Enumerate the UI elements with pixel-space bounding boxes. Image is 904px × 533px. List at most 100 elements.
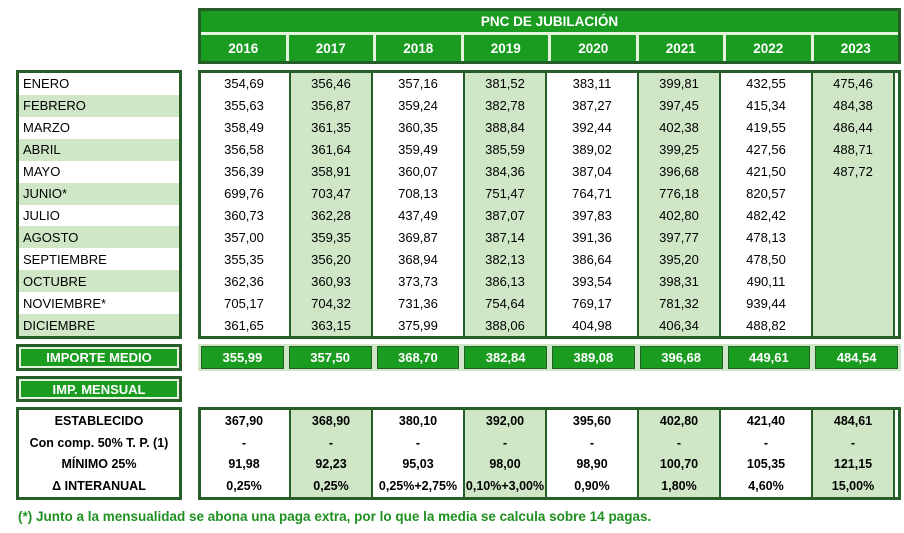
year-header-2021: 2021 — [635, 35, 724, 61]
value-cell: 385,59 — [485, 142, 525, 158]
value-cell: - — [241, 435, 247, 450]
importe-medio-value: 355,99 — [201, 346, 284, 369]
imp-mensual-labels-block: ESTABLECIDO Con comp. 50% T. P. (1) MÍNIMO… — [16, 407, 182, 500]
value-cell: - — [850, 435, 856, 450]
value-cell: 399,81 — [659, 76, 699, 92]
value-cell: 392,44 — [572, 120, 612, 136]
value-cell: 387,27 — [572, 98, 612, 114]
year-column-2019: 392,00 - 98,00 0,10%+3,00% — [463, 410, 547, 497]
value-cell: - — [502, 435, 508, 450]
value-cell: 369,87 — [398, 229, 438, 245]
year-column-2022: 432,55 415,34 419,55 427,56 421,50 820,57 482,… — [726, 73, 806, 336]
year-header-2020: 2020 — [548, 35, 636, 61]
value-cell: 415,34 — [746, 98, 786, 114]
year-header-2018: 2018 — [373, 35, 461, 61]
table-header: PNC DE JUBILACIÓN 2016 2017 2018 2019 2020 20… — [198, 8, 901, 64]
value-cell: 1,80% — [661, 479, 697, 494]
importe-medio-value: 484,54 — [815, 346, 898, 369]
value-cell: 399,25 — [659, 142, 699, 158]
value-cell — [813, 226, 893, 248]
month-label: JULIO — [19, 204, 179, 227]
value-cell: 91,98 — [228, 457, 260, 472]
value-cell: - — [589, 435, 595, 450]
value-cell: 356,58 — [224, 142, 264, 158]
value-cell: 362,36 — [224, 273, 264, 289]
month-label: FEBRERO — [19, 94, 179, 117]
value-cell: 388,06 — [485, 317, 525, 333]
value-cell: 392,00 — [485, 413, 525, 428]
value-cell: 105,35 — [746, 457, 786, 472]
value-cell: 95,03 — [402, 457, 434, 472]
year-column-2023: 475,46 484,38 486,44 488,71 487,72 — [811, 73, 895, 336]
value-cell: 368,94 — [398, 251, 438, 267]
value-cell: 432,55 — [746, 76, 786, 92]
month-label: MAYO — [19, 160, 179, 183]
value-cell: 363,15 — [311, 317, 351, 333]
value-cell: 357,00 — [224, 229, 264, 245]
value-cell: 939,44 — [746, 295, 786, 311]
value-cell: 478,13 — [746, 229, 786, 245]
value-cell: 386,13 — [485, 273, 525, 289]
value-cell: 361,64 — [311, 142, 351, 158]
importe-medio-row: 355,99 357,50 368,70 382,84 389,08 396,68 449,… — [198, 344, 901, 371]
value-cell: 731,36 — [398, 295, 438, 311]
imp-mensual-row-label: Δ INTERANUAL — [52, 479, 146, 494]
value-cell: 402,80 — [659, 207, 699, 223]
value-cell: 356,20 — [311, 251, 351, 267]
value-cell: 358,91 — [311, 164, 351, 180]
value-cell: 92,23 — [315, 457, 347, 472]
value-cell: - — [328, 435, 334, 450]
imp-mensual-values-block: 367,90 - 91,98 0,25% 368,90 - 92,23 0,25% 380,10… — [198, 407, 901, 500]
year-column-2018: 357,16 359,24 360,35 359,49 360,07 708,13 437,… — [378, 73, 458, 336]
value-cell: 98,00 — [489, 457, 521, 472]
value-cell: 396,68 — [659, 164, 699, 180]
value-cell: 391,36 — [572, 229, 612, 245]
year-column-2017: 356,46 356,87 361,35 361,64 358,91 703,47 362,… — [289, 73, 373, 336]
value-cell: 764,71 — [572, 186, 612, 202]
value-cell: 490,11 — [746, 273, 786, 289]
value-cell: 100,70 — [659, 457, 699, 472]
value-cell: 475,46 — [833, 76, 873, 92]
value-cell: 704,32 — [311, 295, 351, 311]
value-cell: 15,00% — [831, 479, 875, 494]
value-cell: 482,42 — [746, 207, 786, 223]
value-cell: 359,24 — [398, 98, 438, 114]
value-cell: 705,17 — [224, 295, 264, 311]
value-cell: 781,32 — [659, 295, 699, 311]
value-cell: 0,25% — [313, 479, 349, 494]
value-cell: 381,52 — [485, 76, 525, 92]
year-column-2023: 484,61 - 121,15 15,00% — [811, 410, 895, 497]
importe-medio-value: 357,50 — [288, 346, 372, 369]
value-cell: 0,10%+3,00% — [465, 479, 545, 494]
value-cell: 121,15 — [833, 457, 873, 472]
value-cell: 395,20 — [659, 251, 699, 267]
value-cell: 0,90% — [574, 479, 610, 494]
value-cell: 478,50 — [746, 251, 786, 267]
month-labels-block: ENERO FEBRERO MARZO ABRIL MAYO JUNIO* JULIO AGO… — [16, 70, 182, 339]
month-label: ABRIL — [19, 138, 179, 161]
value-cell: 487,72 — [833, 164, 873, 180]
value-cell: 360,93 — [311, 273, 351, 289]
value-cell: 488,71 — [833, 142, 873, 158]
year-column-2017: 368,90 - 92,23 0,25% — [289, 410, 373, 497]
month-label: NOVIEMBRE* — [19, 292, 179, 315]
value-cell: 382,13 — [485, 251, 525, 267]
value-cell: 484,61 — [833, 413, 873, 428]
value-cell: 427,56 — [746, 142, 786, 158]
value-cell: 387,04 — [572, 164, 612, 180]
value-cell: 402,38 — [659, 120, 699, 136]
value-cell: 703,47 — [311, 186, 351, 202]
value-cell: 486,44 — [833, 120, 873, 136]
value-cell: 776,18 — [659, 186, 699, 202]
value-cell: 395,60 — [572, 413, 612, 428]
value-cell: - — [676, 435, 682, 450]
value-cell: 361,65 — [224, 317, 264, 333]
value-cell: 488,82 — [746, 317, 786, 333]
value-cell: 388,84 — [485, 120, 525, 136]
value-cell — [813, 205, 893, 227]
value-cell: 359,35 — [311, 229, 351, 245]
imp-mensual-row-label: Con comp. 50% T. P. (1) — [29, 435, 169, 450]
imp-mensual-row-label: ESTABLECIDO — [54, 413, 144, 428]
value-cell: 382,78 — [485, 98, 525, 114]
